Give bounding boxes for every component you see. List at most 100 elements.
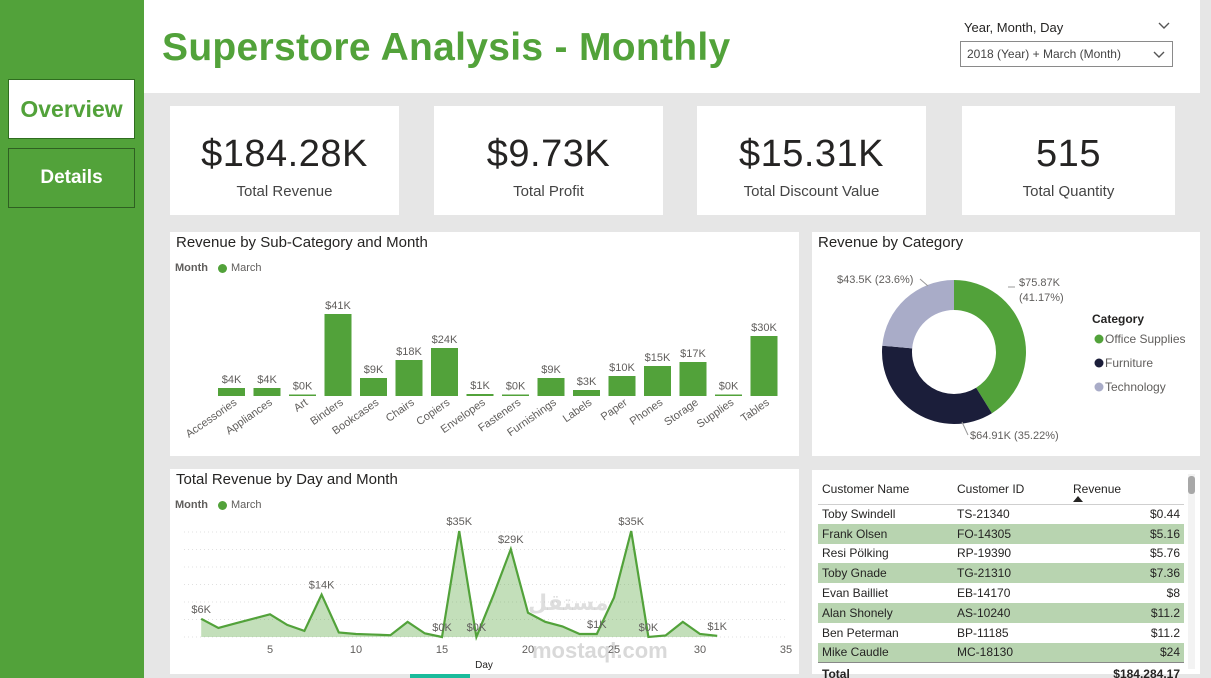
point-data-label: $35K [618, 516, 644, 528]
page-title: Superstore Analysis - Monthly [162, 26, 731, 69]
cell-customer-id: MC-18130 [953, 642, 1069, 663]
bar [537, 378, 565, 396]
date-slicer-dropdown[interactable]: 2018 (Year) + March (Month) [960, 41, 1173, 67]
point-data-label: $29K [498, 534, 524, 546]
bar-data-label: $0K [719, 381, 739, 393]
legend-dot [217, 500, 227, 510]
nav-overview-button[interactable]: Overview [8, 79, 135, 139]
x-tick-label: 25 [608, 644, 620, 656]
x-tick-label: Art [292, 397, 310, 415]
cell-revenue: $0.44 [1149, 507, 1180, 522]
table-row[interactable]: Toby Swindell TS-21340 $0.44 [818, 504, 1184, 524]
kpi-value: $184.28K [201, 133, 368, 175]
bar [679, 362, 707, 396]
area-chart: $6K $14K $0K $35K $0K $29K $1K $35K $0K $1K 5 10 15 2… [184, 516, 792, 671]
kpi-card-discount: $15.31K Total Discount Value [697, 106, 926, 215]
x-tick-label: Tables [739, 396, 772, 424]
kpi-label: Total Profit [513, 183, 584, 200]
cell-customer-name: Evan Bailliet [822, 586, 889, 601]
cell-customer-name: Ben Peterman [822, 625, 899, 640]
bar [360, 378, 387, 396]
cell-customer-id: EB-14170 [957, 586, 1011, 601]
table-total-row: Total $184,284.17 [818, 661, 1184, 678]
table-header-row: Customer Name Customer ID Revenue [818, 474, 1184, 505]
cell-customer-name: Alan Shonely [818, 602, 953, 623]
point-data-label: $6K [191, 604, 211, 616]
donut-slice [882, 345, 992, 424]
table-row[interactable]: Ben Peterman BP-11185 $11.2 [818, 623, 1184, 643]
bar [395, 360, 423, 396]
kpi-card-quantity: 515 Total Quantity [962, 106, 1175, 215]
table-row[interactable]: Resi Pölking RP-19390 $5.76 [818, 544, 1184, 564]
cell-customer-name: Toby Swindell [822, 507, 896, 522]
donut-slice [954, 280, 1026, 414]
table-row[interactable]: Mike Caudle MC-18130 $24 [818, 642, 1184, 663]
x-tick-label: 30 [694, 644, 706, 656]
bar-data-label: $30K [751, 322, 777, 334]
cell-revenue: $8 [1166, 586, 1180, 601]
kpi-label: Total Discount Value [743, 183, 880, 200]
bar-data-label: $0K [293, 381, 313, 393]
donut-slice [882, 280, 954, 349]
bar-data-label: $4K [257, 374, 277, 386]
legend-item: Office Supplies [1105, 332, 1186, 346]
bar-data-label: $4K [222, 374, 242, 386]
point-data-label: $1K [587, 619, 607, 631]
x-tick-label: Storage [662, 397, 700, 429]
x-tick-label: Chairs [384, 396, 417, 424]
leader-line [919, 278, 929, 287]
cell-revenue: $24 [1069, 642, 1184, 663]
table-scrollbar[interactable] [1188, 474, 1195, 669]
column-header-customer-id[interactable]: Customer ID [953, 474, 1069, 505]
column-header-revenue[interactable]: Revenue [1069, 474, 1184, 505]
bar [253, 388, 281, 396]
cell-customer-id: TS-21340 [957, 507, 1010, 522]
chart-title: Revenue by Category [818, 234, 964, 251]
leader-line [961, 421, 969, 436]
legend-title: Month [175, 262, 208, 274]
bar [608, 376, 636, 396]
slice-data-label: $43.5K (23.6%) [837, 274, 913, 286]
bar [644, 366, 671, 396]
total-label: Total [818, 661, 953, 678]
bar-data-label: $3K [577, 376, 597, 388]
kpi-label: Total Revenue [236, 183, 333, 200]
area-fill [201, 531, 718, 637]
x-tick-label: Supplies [695, 396, 737, 430]
chevron-down-icon[interactable] [1155, 16, 1173, 34]
header: Superstore Analysis - Monthly Year, Mont… [144, 0, 1200, 93]
legend-item: March [230, 262, 262, 274]
nav-details-button[interactable]: Details [8, 148, 135, 208]
cell-customer-name: Resi Pölking [822, 546, 889, 561]
slice-data-label: (41.17%) [1019, 292, 1064, 304]
column-header-customer-name[interactable]: Customer Name [818, 474, 953, 505]
bar-data-label: $1K [470, 380, 490, 392]
table-row[interactable]: Evan Bailliet EB-14170 $8 [818, 583, 1184, 603]
table-row[interactable]: Frank Olsen FO-14305 $5.16 [818, 523, 1184, 544]
kpi-value: $15.31K [738, 133, 885, 175]
day-chart-card: Total Revenue by Day and Month Month Mar… [170, 469, 799, 674]
total-value: $184,284.17 [1069, 661, 1184, 678]
customer-table: Customer Name Customer ID Revenue Toby S… [818, 474, 1184, 678]
kpi-value: $9.73K [486, 133, 611, 175]
cell-customer-name: Toby Gnade [818, 563, 953, 584]
table-row[interactable]: Toby Gnade TG-21310 $7.36 [818, 563, 1184, 584]
scrollbar-thumb[interactable] [1188, 476, 1195, 494]
kpi-value: 515 [1036, 133, 1101, 175]
watermark-arabic: مستقل [528, 590, 609, 615]
cell-customer-name: Frank Olsen [818, 523, 953, 544]
legend-item: Technology [1105, 380, 1166, 394]
point-data-label: $0K [467, 622, 487, 634]
bar-data-label: $9K [541, 364, 561, 376]
chart-legend: Month March [175, 262, 262, 274]
bar [289, 394, 316, 396]
cell-customer-id: AS-10240 [953, 602, 1069, 623]
sidebar: Overview Details [0, 0, 144, 678]
bar-data-label: $18K [396, 346, 422, 358]
cell-revenue: $5.76 [1149, 546, 1180, 561]
bar [466, 394, 494, 396]
table-row[interactable]: Alan Shonely AS-10240 $11.2 [818, 602, 1184, 623]
bar-data-label: $41K [325, 300, 351, 312]
date-slicer-value: 2018 (Year) + March (Month) [967, 47, 1121, 61]
legend-item: Furniture [1105, 356, 1153, 370]
